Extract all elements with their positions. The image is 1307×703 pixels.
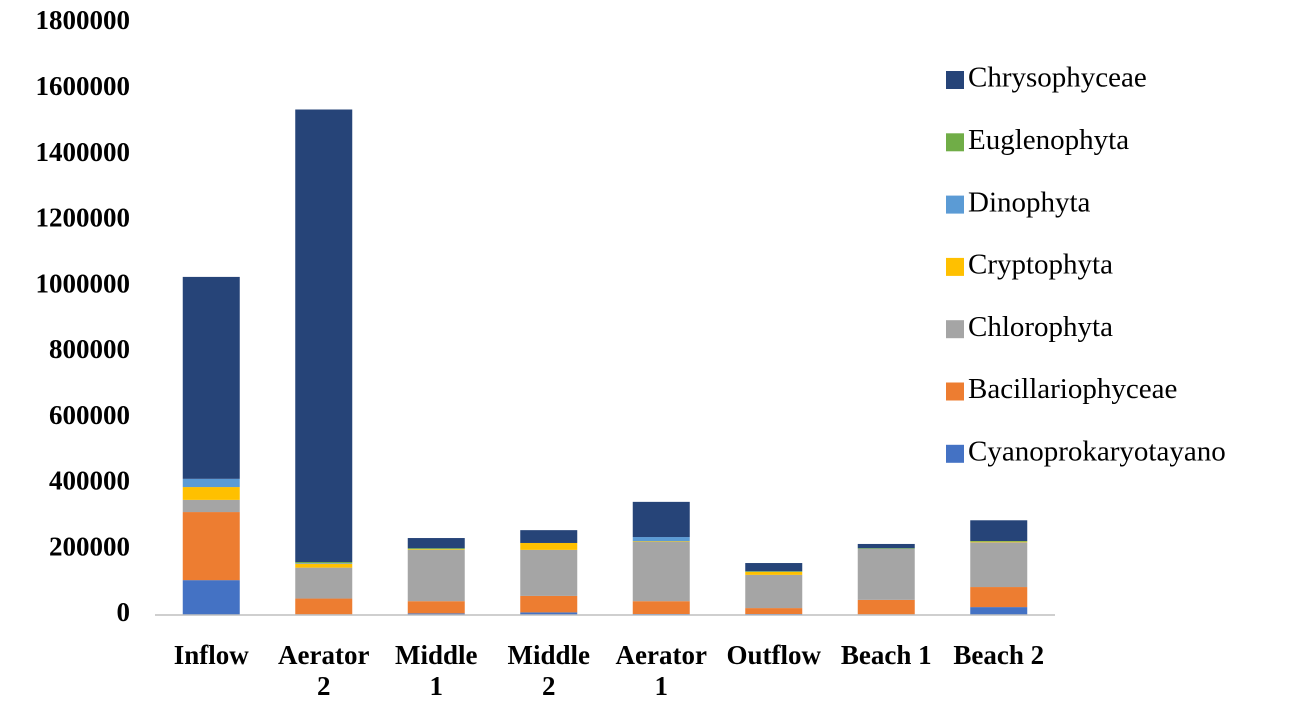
bar-segment <box>632 501 690 538</box>
legend-swatch <box>946 71 964 89</box>
legend-swatch <box>946 382 964 401</box>
bar-segment <box>520 595 578 613</box>
y-tick-label: 200000 <box>49 531 130 561</box>
bar-segment <box>970 607 1028 615</box>
bar-segment <box>745 608 803 615</box>
bar-segment <box>970 541 1028 542</box>
y-tick-label: 400000 <box>49 466 130 496</box>
y-tick-label: 1000000 <box>36 268 131 298</box>
bar-segment <box>182 580 240 615</box>
legend-label: Euglenophyta <box>968 124 1129 156</box>
y-tick-label: 1400000 <box>36 137 131 167</box>
bar-segment <box>407 613 465 615</box>
bar-segment <box>295 562 353 564</box>
bar-segment <box>295 598 353 615</box>
legend-swatch <box>946 133 964 152</box>
bar-segment <box>745 571 803 575</box>
bar-segment <box>520 542 578 550</box>
bar-segment <box>632 601 690 615</box>
y-tick-label: 800000 <box>49 334 130 364</box>
bar-segment <box>520 530 578 543</box>
legend-label: Dinophyta <box>968 186 1091 218</box>
bar-segment <box>182 276 240 479</box>
bar-segment <box>745 571 803 572</box>
y-tick-label: 1600000 <box>36 71 131 101</box>
bar-segment <box>970 520 1028 541</box>
bar-segment <box>520 612 578 615</box>
legend-label: Chrysophyceae <box>968 62 1147 94</box>
x-tick-label: Aerator 1 <box>615 640 707 701</box>
bar-segment <box>407 538 465 549</box>
bar-segment <box>857 548 915 549</box>
bar-segment <box>745 563 803 572</box>
bar-segment <box>407 549 465 602</box>
bar-segment <box>295 109 353 563</box>
bar-segment <box>182 512 240 581</box>
bar-segment <box>407 549 465 550</box>
bar-segment <box>407 601 465 614</box>
bar-segment <box>182 487 240 500</box>
x-tick-label: Aerator 2 <box>278 640 370 701</box>
legend-label: Cryptophyta <box>968 249 1113 281</box>
bar-segment <box>182 478 240 488</box>
legend-swatch <box>946 320 964 339</box>
legend-label: Cyanoprokaryotayano <box>968 435 1226 467</box>
bar-segment <box>857 548 915 600</box>
bar-segment <box>857 543 915 549</box>
bar-segment <box>520 549 578 596</box>
x-tick-label: Beach 1 <box>840 640 932 670</box>
x-tick-label: Beach 2 <box>953 640 1045 670</box>
bar-segment <box>970 542 1028 588</box>
bar-segment <box>295 563 353 568</box>
bar-segment <box>745 574 803 609</box>
bar-segment <box>295 563 353 564</box>
bar-segment <box>295 567 353 599</box>
bar-segment <box>970 541 1028 543</box>
y-tick-label: 0 <box>117 597 131 627</box>
legend-swatch <box>946 257 964 276</box>
legend-label: Bacillariophyceae <box>968 373 1177 405</box>
x-tick-label: Middle 1 <box>394 640 478 701</box>
x-tick-label: Middle 2 <box>507 640 590 701</box>
bar-segment <box>970 587 1028 608</box>
legend-swatch <box>946 444 964 463</box>
bar-segment <box>632 537 690 542</box>
y-tick-label: 1200000 <box>36 203 131 233</box>
legend-swatch <box>946 195 964 214</box>
bar-segment <box>407 548 465 550</box>
bar-segment <box>632 541 690 602</box>
y-tick-label: 600000 <box>49 400 130 430</box>
y-tick-label: 1800000 <box>36 5 131 35</box>
bar-segment <box>182 499 240 513</box>
legend-label: Chlorophyta <box>968 311 1113 343</box>
x-tick-label: Inflow <box>173 640 249 670</box>
bar-segment <box>857 599 915 615</box>
bar-segment <box>632 541 690 542</box>
x-tick-label: Outflow <box>726 640 822 670</box>
